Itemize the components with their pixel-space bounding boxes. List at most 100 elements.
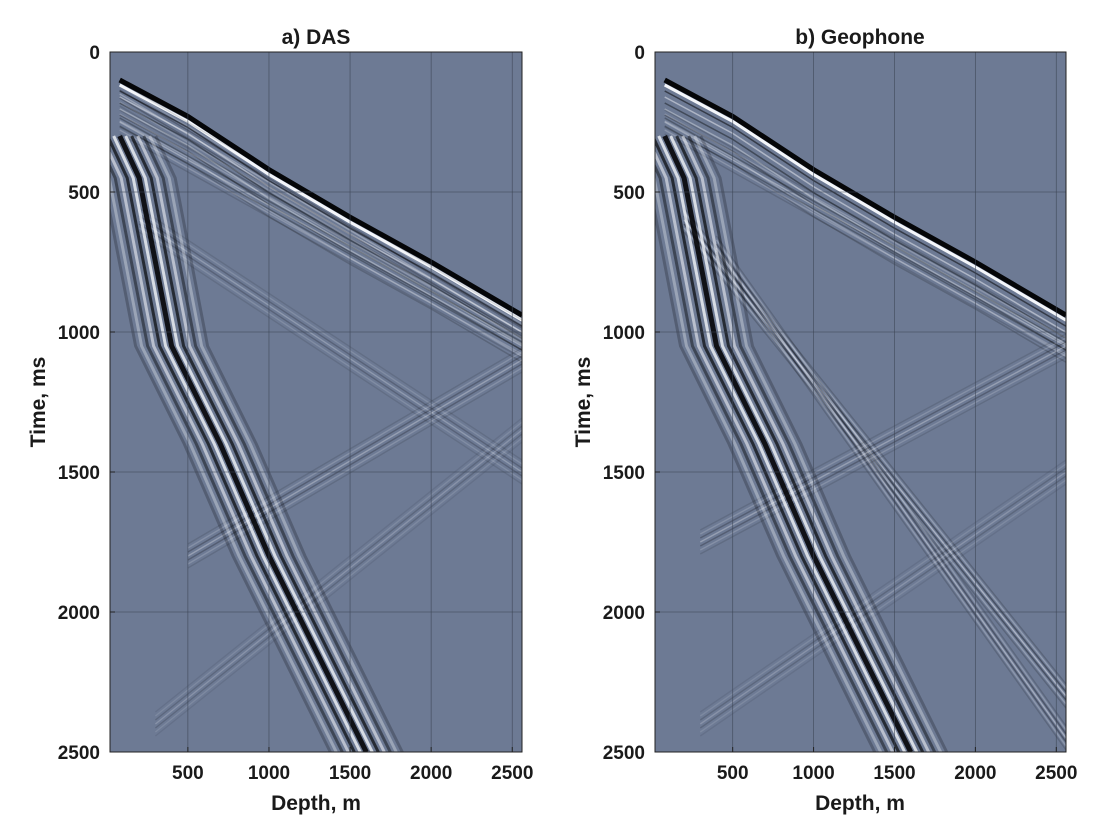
event-line bbox=[119, 90, 522, 327]
y-tick-label: 0 bbox=[634, 43, 645, 64]
event-line bbox=[154, 425, 522, 721]
event-line bbox=[119, 96, 522, 333]
event-line bbox=[669, 135, 919, 752]
event-line bbox=[715, 251, 1066, 743]
event-line bbox=[119, 120, 522, 357]
event-linear bbox=[138, 207, 522, 485]
event-line bbox=[119, 97, 522, 337]
event-line bbox=[110, 150, 350, 752]
event-line bbox=[118, 83, 522, 322]
event-linear bbox=[699, 333, 1066, 555]
event-line bbox=[138, 211, 522, 465]
x-tick-label: 2500 bbox=[491, 763, 533, 784]
event-first-break bbox=[663, 77, 1066, 363]
event-line bbox=[664, 114, 1066, 351]
event-line bbox=[112, 135, 362, 752]
event-line bbox=[715, 235, 1066, 727]
y-tick-label: 2500 bbox=[58, 743, 100, 764]
x-tick-label: 2000 bbox=[954, 763, 996, 784]
y-tick-label: 500 bbox=[68, 183, 100, 204]
event-line bbox=[655, 205, 877, 752]
plot-frame-das bbox=[109, 51, 523, 753]
event-line bbox=[148, 135, 398, 752]
y-tick-label: 500 bbox=[613, 183, 645, 204]
plot-frame-geophone bbox=[654, 51, 1067, 753]
event-line bbox=[655, 137, 901, 752]
event-line bbox=[699, 357, 1066, 555]
event-line bbox=[683, 207, 1066, 685]
y-tick-label: 0 bbox=[89, 43, 100, 64]
event-line bbox=[664, 129, 1066, 355]
event-line bbox=[119, 108, 522, 345]
x-tick-label: 1500 bbox=[873, 763, 915, 784]
event-line bbox=[683, 231, 1066, 709]
y-ticks-geophone: 0 500 1000 1500 2000 2500 bbox=[603, 43, 660, 764]
x-ticks-geophone: 500 1000 1500 2000 2500 bbox=[717, 747, 1077, 784]
wavefield-geophone bbox=[655, 77, 1066, 752]
x-axis-label-das: Depth, m bbox=[271, 792, 361, 815]
event-tube-wave bbox=[110, 134, 404, 752]
event-line bbox=[138, 215, 522, 469]
event-line bbox=[154, 437, 522, 733]
event-line bbox=[657, 135, 907, 752]
event-linear bbox=[699, 459, 1066, 737]
event-line bbox=[110, 163, 344, 752]
event-line bbox=[664, 125, 1066, 351]
event-line bbox=[119, 109, 522, 335]
x-ticks-das: 500 1000 1500 2000 2500 bbox=[172, 747, 533, 784]
event-line bbox=[683, 223, 1066, 701]
event-line bbox=[683, 215, 1066, 693]
y-axis-label-geophone: Time, ms bbox=[572, 357, 595, 448]
event-line bbox=[699, 475, 1066, 729]
event-line bbox=[699, 135, 949, 752]
event-line bbox=[138, 227, 522, 481]
event-line bbox=[663, 83, 1066, 322]
event-line bbox=[699, 467, 1066, 721]
event-line bbox=[136, 135, 386, 752]
event-line bbox=[664, 113, 1066, 339]
event-line bbox=[664, 121, 1066, 347]
event-line bbox=[655, 150, 895, 752]
event-line bbox=[699, 333, 1066, 531]
y-axis-label-das: Time, ms bbox=[27, 357, 50, 448]
x-tick-label: 2000 bbox=[410, 763, 452, 784]
event-line bbox=[154, 421, 522, 717]
event-line bbox=[124, 135, 374, 752]
y-tick-label: 2000 bbox=[58, 603, 100, 624]
x-tick-label: 500 bbox=[172, 763, 204, 784]
event-line bbox=[699, 337, 1066, 535]
x-tick-label: 2500 bbox=[1035, 763, 1077, 784]
event-linear bbox=[119, 109, 522, 359]
event-line bbox=[117, 134, 369, 752]
event-line bbox=[187, 355, 522, 553]
event-line bbox=[664, 117, 1066, 343]
panel-title-das: a) DAS bbox=[282, 26, 351, 49]
x-tick-label: 1000 bbox=[248, 763, 290, 784]
event-line bbox=[187, 367, 522, 565]
event-line bbox=[699, 353, 1066, 551]
event-line bbox=[119, 85, 522, 325]
event-line bbox=[119, 114, 522, 351]
event-line bbox=[664, 96, 1066, 333]
event-line bbox=[119, 133, 522, 359]
event-linear bbox=[119, 81, 522, 345]
event-line bbox=[119, 81, 522, 321]
event-line bbox=[119, 102, 522, 339]
event-line bbox=[715, 247, 1066, 739]
event-line bbox=[699, 345, 1066, 543]
event-line bbox=[655, 176, 883, 752]
wavefield-das bbox=[110, 77, 522, 752]
event-line bbox=[154, 417, 522, 713]
event-tube-wave bbox=[655, 134, 949, 752]
event-line bbox=[154, 429, 522, 725]
event-line bbox=[675, 135, 925, 752]
event-line bbox=[119, 113, 522, 339]
event-line bbox=[683, 219, 1066, 697]
event-linear bbox=[664, 109, 1066, 359]
event-line bbox=[699, 341, 1066, 539]
event-line bbox=[699, 459, 1066, 713]
y-tick-label: 1000 bbox=[603, 323, 645, 344]
event-line bbox=[138, 207, 522, 461]
x-axis-label-geophone: Depth, m bbox=[815, 792, 905, 815]
event-line bbox=[119, 125, 522, 351]
